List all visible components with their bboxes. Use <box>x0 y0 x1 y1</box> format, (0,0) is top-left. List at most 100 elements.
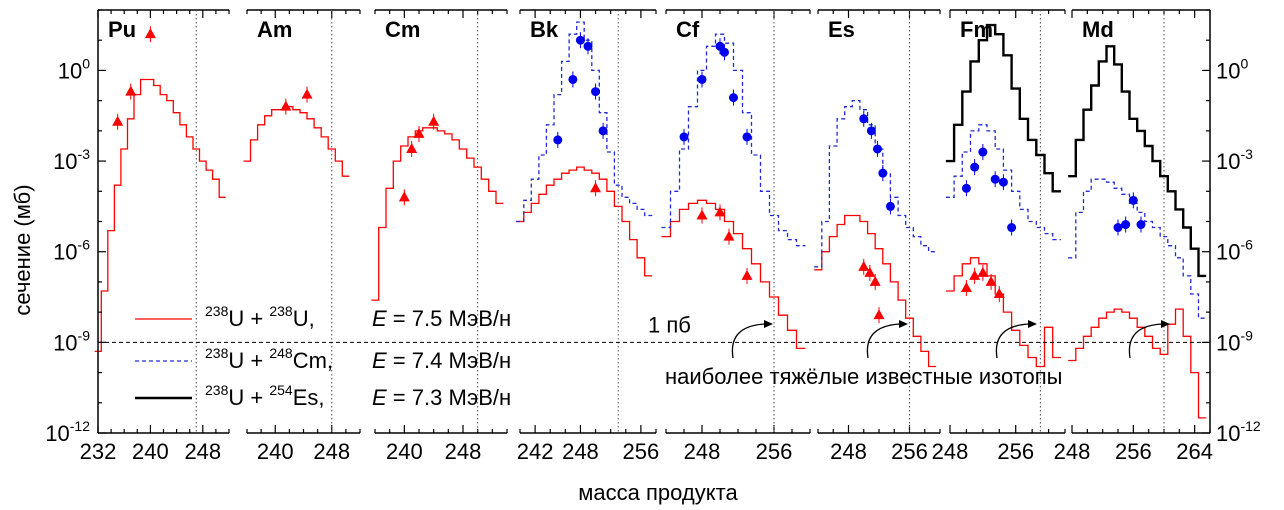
x-tick-label: 256 <box>623 439 660 464</box>
panel-bk: 242 248 256 Bk <box>516 9 660 464</box>
annotation-text: наиболее тяжёлые известные изотопы <box>665 364 1063 389</box>
exp-point-blue <box>591 87 601 97</box>
exp-point-red <box>960 281 972 292</box>
series-uu-line <box>243 106 350 177</box>
legend-energy-symbol: E <box>372 306 387 331</box>
exp-point-blue <box>878 168 888 178</box>
exp-point-blue <box>1113 223 1123 233</box>
x-tick-label: 248 <box>830 439 867 464</box>
exp-point-blue <box>1128 195 1138 205</box>
annotation-arrowhead <box>764 320 773 328</box>
exp-point-red <box>993 288 1005 299</box>
legend-energy-symbol: E <box>372 385 387 410</box>
legend-energy-symbol: E <box>372 348 387 373</box>
exp-point-red <box>873 309 885 320</box>
x-tick-label: 256 <box>1115 439 1152 464</box>
exp-point-red <box>969 269 981 280</box>
exp-point-red <box>112 115 124 126</box>
exp-point-red <box>741 269 753 280</box>
one-picobarn-label: 1 пб <box>648 312 691 337</box>
x-tick-label: 248 <box>684 439 721 464</box>
exp-point-blue <box>1121 220 1131 230</box>
exp-point-blue <box>598 126 608 136</box>
exp-point-red <box>714 206 726 217</box>
element-label: Am <box>257 17 292 42</box>
annotation-arrowhead <box>1028 320 1037 328</box>
exp-point-blue <box>859 114 869 124</box>
x-tick-label: 248 <box>445 439 482 464</box>
exp-point-red <box>723 230 735 241</box>
legend-text-ues: 238U + 254Es, E = 7.3 МэВ/н <box>205 382 511 410</box>
exp-point-red <box>413 127 425 138</box>
series-ucm-line <box>814 99 937 268</box>
x-tick-label: 264 <box>1176 439 1213 464</box>
series-ucm-line <box>661 33 806 247</box>
exp-point-red <box>869 275 881 286</box>
element-label: Md <box>1082 17 1114 42</box>
y-tick-label-left: 10-6 <box>53 237 90 265</box>
element-label: Bk <box>530 17 559 42</box>
x-tick-label: 248 <box>562 439 599 464</box>
x-tick-label: 248 <box>184 439 221 464</box>
x-tick-label: 248 <box>1054 439 1091 464</box>
exp-point-blue <box>575 35 585 45</box>
y-tick-label-right: 100 <box>1216 55 1248 83</box>
annotation-group: наиболее тяжёлые известные изотопы <box>665 320 1170 389</box>
panel-am: 240 248 Am <box>243 9 361 464</box>
panel-cm: 240 248 Cm <box>371 9 508 464</box>
annotation-arrow <box>1128 323 1163 359</box>
exp-point-blue <box>679 132 689 142</box>
x-tick-label: 256 <box>997 439 1034 464</box>
exp-point-red <box>428 115 440 126</box>
series-uu-line <box>94 78 226 353</box>
panel-pu: 232 240 248 Pu <box>80 9 230 464</box>
exp-point-red <box>977 266 989 277</box>
x-tick-label: 232 <box>80 439 117 464</box>
series-ucm-line <box>516 21 653 223</box>
y-tick-label-right: 10-6 <box>1216 237 1253 265</box>
element-label: Cf <box>676 17 700 42</box>
y-tick-label-right: 10-3 <box>1216 146 1253 174</box>
annotation-arrowhead <box>899 320 908 328</box>
y-axis-label: сечение (мб) <box>10 184 35 315</box>
series-uu-line <box>1068 308 1207 419</box>
element-label: Pu <box>108 17 136 42</box>
x-tick-label: 248 <box>313 439 350 464</box>
x-tick-label: 248 <box>932 439 969 464</box>
exp-point-blue <box>1007 223 1017 233</box>
exp-point-blue <box>978 147 988 157</box>
series-uu-line <box>814 214 937 368</box>
exp-point-blue <box>998 177 1008 187</box>
annotation-arrow <box>995 323 1030 359</box>
x-axis-label: масса продукта <box>578 480 738 505</box>
exp-point-blue <box>885 201 895 211</box>
element-label: Es <box>828 17 855 42</box>
exp-point-red <box>406 142 418 153</box>
x-tick-label: 256 <box>756 439 793 464</box>
exp-point-red <box>280 100 292 111</box>
exp-point-red <box>985 275 997 286</box>
exp-point-blue <box>568 74 578 84</box>
series-uu-line <box>945 257 1061 368</box>
exp-point-red <box>125 85 137 96</box>
exp-point-blue <box>866 126 876 136</box>
series-uu-line <box>516 166 653 277</box>
exp-point-blue <box>553 135 563 145</box>
y-tick-label-left: 10-9 <box>53 327 90 355</box>
exp-point-red <box>864 266 876 277</box>
panel-md: 248 256 264 Md <box>1054 9 1213 464</box>
exp-point-blue <box>742 132 752 142</box>
exp-point-blue <box>990 174 1000 184</box>
exp-point-red <box>398 191 410 202</box>
annotation-arrow <box>731 323 766 359</box>
panel-es: 248 256 Es <box>814 9 941 464</box>
series-uu-line <box>371 127 504 301</box>
y-axis: 100 100 10-3 10-3 10-6 10-6 10-9 10-9 10-12 10-12 <box>45 9 1261 446</box>
panel-cf: 248 256 Cf <box>661 9 811 464</box>
exp-point-blue <box>729 93 738 103</box>
element-label: Cm <box>385 17 420 42</box>
y-tick-label-left: 100 <box>58 55 90 83</box>
annotation-arrow <box>866 323 901 359</box>
